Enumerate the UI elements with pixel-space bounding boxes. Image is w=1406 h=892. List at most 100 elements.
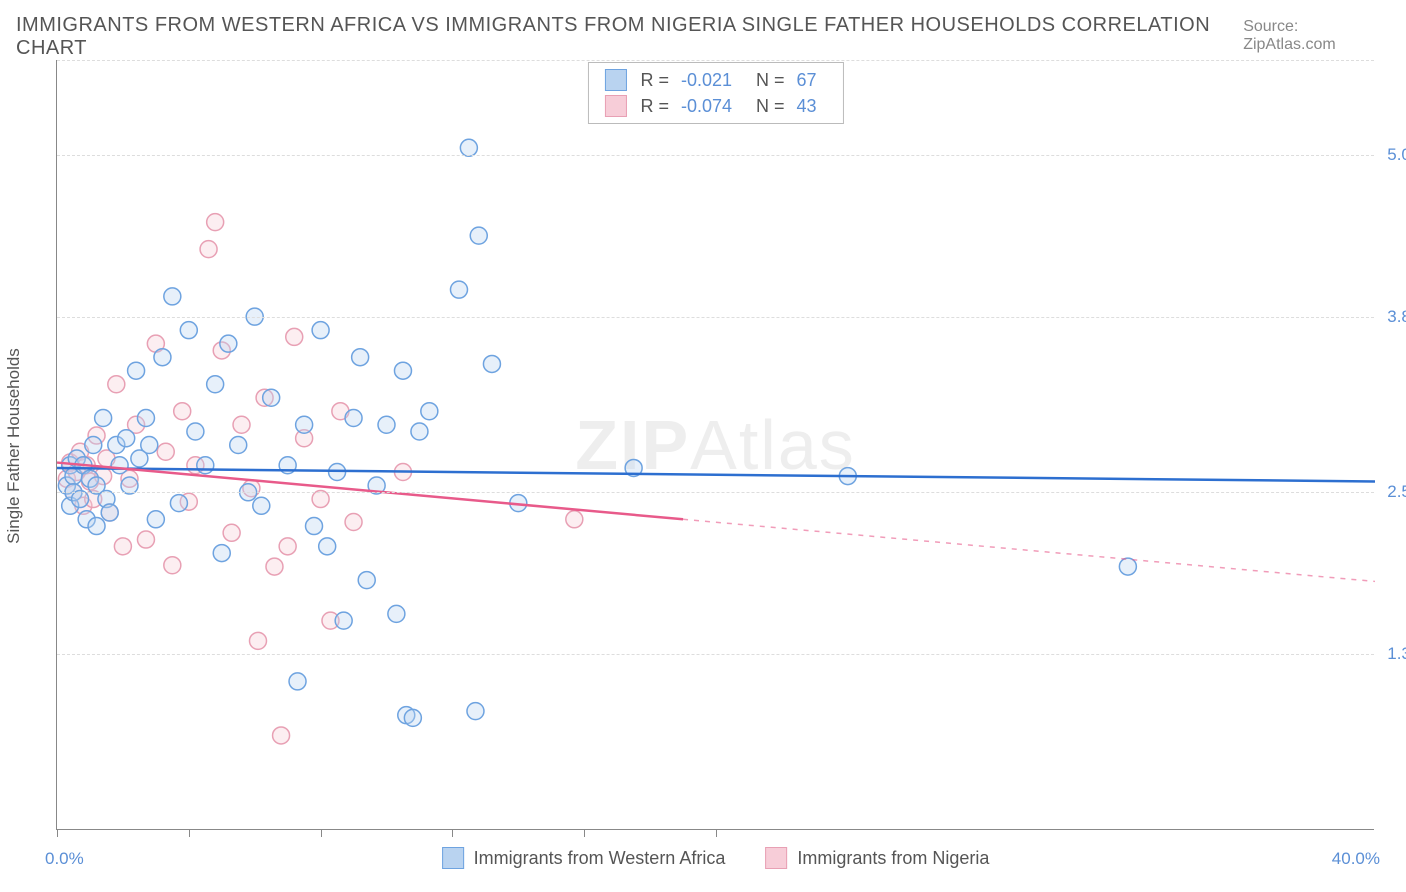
scatter-point bbox=[470, 227, 487, 244]
gridline-h bbox=[57, 60, 1374, 61]
r-label: R = bbox=[640, 70, 669, 91]
scatter-point bbox=[180, 322, 197, 339]
scatter-point bbox=[296, 416, 313, 433]
legend-stats-row-0: R = -0.021 N = 67 bbox=[588, 67, 842, 93]
y-axis-title: Single Father Households bbox=[4, 348, 24, 544]
x-axis-min-label: 0.0% bbox=[45, 849, 84, 869]
x-tick bbox=[57, 829, 58, 837]
scatter-point bbox=[200, 241, 217, 258]
gridline-h bbox=[57, 492, 1374, 493]
legend-swatch-0 bbox=[604, 69, 626, 91]
legend-stats: R = -0.021 N = 67 R = -0.074 N = 43 bbox=[587, 62, 843, 124]
r-value-1: -0.074 bbox=[681, 96, 732, 117]
legend-stats-row-1: R = -0.074 N = 43 bbox=[588, 93, 842, 119]
scatter-point bbox=[394, 362, 411, 379]
scatter-point bbox=[118, 430, 135, 447]
y-tick-label: 5.0% bbox=[1387, 145, 1406, 165]
scatter-point bbox=[137, 531, 154, 548]
x-axis-max-label: 40.0% bbox=[1332, 849, 1380, 869]
scatter-point bbox=[213, 545, 230, 562]
scatter-point bbox=[411, 423, 428, 440]
scatter-point bbox=[263, 389, 280, 406]
scatter-point bbox=[467, 703, 484, 720]
scatter-point bbox=[286, 328, 303, 345]
scatter-point bbox=[108, 376, 125, 393]
r-label: R = bbox=[640, 96, 669, 117]
scatter-point bbox=[187, 423, 204, 440]
scatter-point bbox=[137, 409, 154, 426]
legend-bottom: Immigrants from Western Africa Immigrant… bbox=[442, 847, 990, 869]
scatter-point bbox=[141, 437, 158, 454]
scatter-point bbox=[154, 349, 171, 366]
scatter-point bbox=[164, 288, 181, 305]
scatter-point bbox=[197, 457, 214, 474]
legend-swatch-icon bbox=[765, 847, 787, 869]
scatter-point bbox=[174, 403, 191, 420]
scatter-point bbox=[147, 511, 164, 528]
scatter-point bbox=[170, 495, 187, 512]
y-tick-label: 2.5% bbox=[1387, 482, 1406, 502]
scatter-point bbox=[253, 497, 270, 514]
scatter-point bbox=[101, 504, 118, 521]
r-value-0: -0.021 bbox=[681, 70, 732, 91]
scatter-point bbox=[483, 355, 500, 372]
legend-item-0: Immigrants from Western Africa bbox=[442, 847, 726, 869]
scatter-point bbox=[249, 632, 266, 649]
scatter-point bbox=[378, 416, 395, 433]
source-label: Source: ZipAtlas.com bbox=[1243, 18, 1390, 54]
scatter-point bbox=[289, 673, 306, 690]
gridline-h bbox=[57, 317, 1374, 318]
scatter-point bbox=[345, 514, 362, 531]
scatter-point bbox=[312, 322, 329, 339]
plot-area: ZIPAtlas R = -0.021 N = 67 R = -0.074 N … bbox=[56, 60, 1374, 830]
scatter-point bbox=[85, 437, 102, 454]
legend-swatch-icon bbox=[442, 847, 464, 869]
n-label: N = bbox=[756, 70, 785, 91]
legend-swatch-1 bbox=[604, 95, 626, 117]
legend-label-0: Immigrants from Western Africa bbox=[474, 848, 726, 869]
x-tick bbox=[189, 829, 190, 837]
x-tick bbox=[452, 829, 453, 837]
scatter-point bbox=[388, 605, 405, 622]
scatter-point bbox=[279, 538, 296, 555]
scatter-point bbox=[233, 416, 250, 433]
gridline-h bbox=[57, 654, 1374, 655]
scatter-point bbox=[335, 612, 352, 629]
scatter-point bbox=[220, 335, 237, 352]
scatter-point bbox=[352, 349, 369, 366]
y-tick-label: 1.3% bbox=[1387, 644, 1406, 664]
n-value-1: 43 bbox=[797, 96, 817, 117]
scatter-point bbox=[566, 511, 583, 528]
legend-item-1: Immigrants from Nigeria bbox=[765, 847, 989, 869]
scatter-point bbox=[164, 557, 181, 574]
scatter-point bbox=[421, 403, 438, 420]
scatter-point bbox=[273, 727, 290, 744]
n-label: N = bbox=[756, 96, 785, 117]
scatter-point bbox=[404, 709, 421, 726]
scatter-point bbox=[207, 376, 224, 393]
scatter-point bbox=[450, 281, 467, 298]
n-value-0: 67 bbox=[797, 70, 817, 91]
x-tick bbox=[716, 829, 717, 837]
scatter-point bbox=[207, 214, 224, 231]
scatter-point bbox=[306, 518, 323, 535]
regression-line-dashed bbox=[683, 519, 1375, 581]
x-tick bbox=[584, 829, 585, 837]
scatter-point bbox=[358, 572, 375, 589]
scatter-point bbox=[1119, 558, 1136, 575]
scatter-point bbox=[319, 538, 336, 555]
scatter-point bbox=[111, 457, 128, 474]
scatter-point bbox=[266, 558, 283, 575]
scatter-point bbox=[95, 409, 112, 426]
x-tick bbox=[321, 829, 322, 837]
chart-title: IMMIGRANTS FROM WESTERN AFRICA VS IMMIGR… bbox=[16, 14, 1243, 60]
legend-label-1: Immigrants from Nigeria bbox=[797, 848, 989, 869]
scatter-point bbox=[345, 409, 362, 426]
scatter-point bbox=[223, 524, 240, 541]
scatter-plot bbox=[57, 60, 1374, 829]
scatter-point bbox=[88, 518, 105, 535]
scatter-point bbox=[230, 437, 247, 454]
scatter-point bbox=[114, 538, 131, 555]
gridline-h bbox=[57, 155, 1374, 156]
scatter-point bbox=[128, 362, 145, 379]
